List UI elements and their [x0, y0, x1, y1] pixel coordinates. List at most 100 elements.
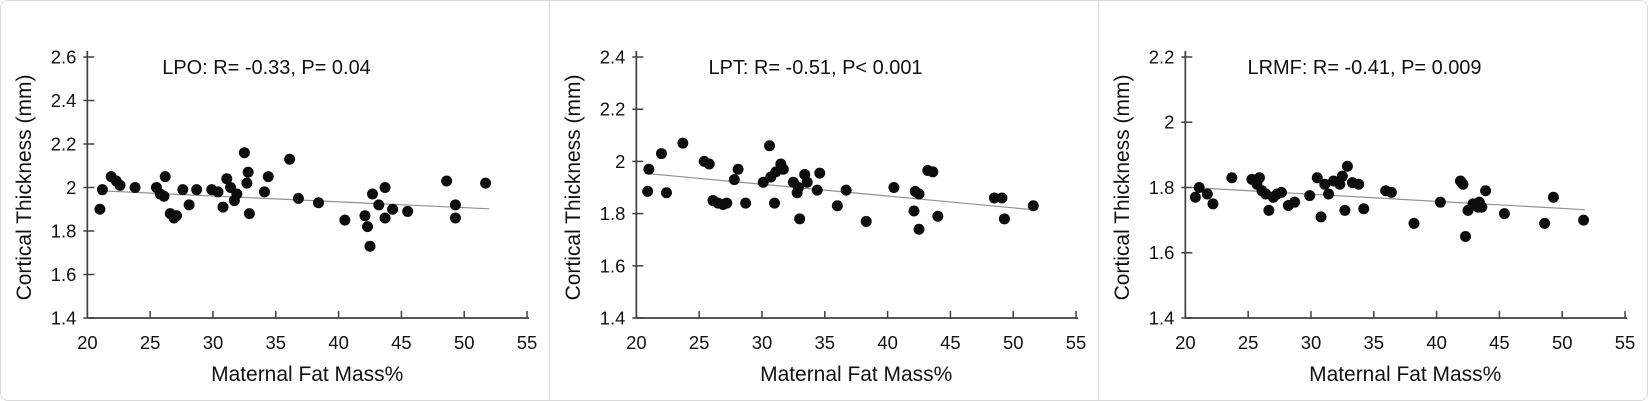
data-point	[801, 176, 813, 188]
y-tick-label: 2	[1164, 112, 1174, 133]
data-point	[241, 177, 253, 189]
panel-lrmf: 20 25 30 35 40 45 50 55 1.4 1.6 1.8 2 2.2 LRMF: R= -0…	[1098, 1, 1647, 400]
data-point	[243, 208, 255, 220]
data-point	[703, 158, 715, 170]
data-point	[661, 187, 672, 199]
data-point	[258, 186, 270, 198]
data-point	[1289, 196, 1301, 208]
panel-lpt: 20 25 30 35 40 45 50 55 1.4 1.6 1.8 2 2.2 2.4 LPT: R= …	[549, 1, 1098, 400]
data-point	[449, 212, 461, 224]
data-point	[643, 163, 655, 175]
scatter-plot-lpo: 20 25 30 35 40 45 50 55 1.4 1.6 1.8 2 2.2 2.4 2.6 LPO: …	[13, 46, 538, 386]
data-point	[1353, 178, 1365, 190]
data-point	[792, 182, 804, 193]
data-point	[292, 192, 304, 204]
panel-lpo: 20 25 30 35 40 45 50 55 1.4 1.6 1.8 2 2.2 2.4 2.6 LPO: …	[1, 1, 549, 400]
data-point	[1341, 160, 1353, 172]
data-point	[96, 184, 108, 196]
data-point	[913, 188, 925, 200]
data-point	[158, 190, 170, 202]
data-point	[402, 205, 414, 217]
y-tick-label: 2.2	[1149, 46, 1175, 67]
x-axis-title: Maternal Fat Mass%	[760, 363, 952, 386]
data-point	[1189, 191, 1201, 203]
y-tick-label: 1.8	[600, 203, 626, 224]
data-point	[913, 223, 925, 235]
data-point	[988, 192, 1000, 204]
chart-title: LPT: R= -0.51, P< 0.001	[708, 57, 922, 79]
data-point	[367, 188, 379, 200]
y-tick-label: 2	[615, 151, 625, 172]
data-point	[1408, 217, 1420, 229]
data-point	[794, 213, 806, 225]
x-tick-label: 35	[815, 332, 836, 353]
data-point	[1207, 198, 1219, 210]
chart-title: LPO: R= -0.33, P= 0.04	[162, 57, 370, 79]
data-point	[860, 215, 872, 227]
data-point	[242, 166, 254, 178]
data-point	[231, 188, 243, 200]
data-point	[480, 177, 492, 189]
data-point	[1275, 186, 1287, 198]
data-point	[284, 153, 296, 165]
data-point	[769, 197, 781, 209]
data-point	[238, 147, 250, 159]
x-tick-label: 40	[877, 332, 898, 353]
data-point	[183, 199, 195, 211]
y-tick-label: 2.4	[600, 46, 626, 67]
data-point	[1480, 185, 1492, 197]
data-point	[998, 213, 1010, 225]
x-tick-label: 50	[1003, 332, 1024, 353]
data-point	[171, 210, 183, 222]
data-point	[94, 203, 106, 215]
chart-title: LRMF: R= -0.41, P= 0.009	[1248, 57, 1482, 79]
data-point	[221, 173, 233, 185]
data-point	[1578, 214, 1590, 226]
x-tick-label: 25	[689, 332, 710, 353]
x-tick-label: 35	[266, 332, 287, 353]
data-point	[373, 199, 385, 211]
x-tick-label: 30	[203, 332, 224, 353]
data-point	[379, 182, 391, 193]
x-tick-label: 45	[391, 332, 412, 353]
y-tick-label: 1.4	[1149, 307, 1175, 328]
scatter-plot-lpt: 20 25 30 35 40 45 50 55 1.4 1.6 1.8 2 2.2 2.4 LPT: R= …	[562, 46, 1086, 386]
data-point	[177, 184, 189, 196]
data-point	[313, 197, 324, 209]
y-tick-label: 1.8	[51, 220, 77, 241]
data-point	[1457, 178, 1469, 190]
data-point	[1476, 201, 1488, 213]
x-tick-label: 25	[140, 332, 161, 353]
x-tick-label: 30	[1301, 332, 1322, 353]
data-point	[1336, 170, 1348, 182]
data-point	[927, 166, 939, 178]
data-point	[191, 184, 203, 196]
data-point	[721, 197, 733, 209]
data-point	[1263, 204, 1275, 216]
data-point	[1311, 172, 1323, 184]
data-point	[387, 203, 399, 215]
x-axis-title: Maternal Fat Mass%	[1309, 363, 1501, 386]
data-point	[1193, 182, 1205, 193]
data-point	[888, 182, 900, 193]
x-tick-label: 40	[1426, 332, 1447, 353]
y-tick-label: 2.2	[600, 99, 626, 120]
x-tick-label: 20	[77, 332, 98, 353]
data-point	[1315, 211, 1327, 223]
x-tick-label: 40	[328, 332, 349, 353]
data-point	[217, 201, 229, 213]
data-point	[1323, 188, 1335, 200]
y-tick-label: 1.6	[1149, 242, 1175, 263]
data-point	[441, 175, 453, 187]
x-tick-label: 30	[752, 332, 773, 353]
y-axis-title: Cortical Thickness (mm)	[13, 75, 36, 301]
x-tick-label: 25	[1238, 332, 1259, 353]
data-point	[811, 184, 823, 196]
data-point	[1358, 203, 1370, 215]
data-point	[129, 182, 141, 193]
data-point	[1201, 188, 1213, 200]
y-tick-label: 2	[66, 177, 76, 198]
data-point	[677, 137, 689, 149]
x-tick-label: 35	[1364, 332, 1385, 353]
x-tick-label: 55	[517, 332, 538, 353]
